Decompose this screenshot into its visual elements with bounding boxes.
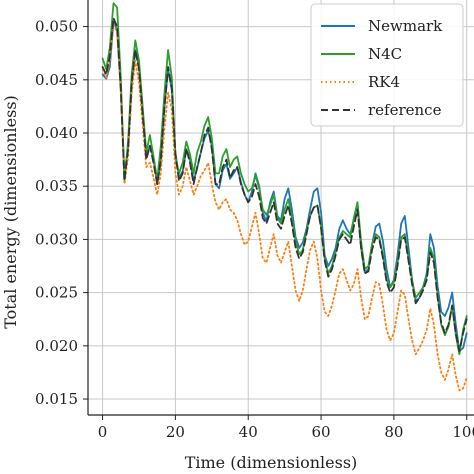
series-line-rk4	[101, 23, 468, 392]
series-lines	[101, 2, 468, 392]
y-tick-label: 0.040	[35, 124, 78, 142]
x-axis-label: Time (dimensionless)	[185, 453, 358, 472]
series-line-reference	[101, 17, 468, 353]
legend-items: Newmark N4C RK4 reference	[321, 17, 443, 119]
grid-lines	[88, 0, 474, 415]
tick-marks-and-labels: 0 20 40 60 80 100 0.015 0.020 0.025 0.030 0.035 0.0…	[35, 18, 474, 441]
y-tick-label: 0.015	[35, 390, 78, 408]
legend-label-reference: reference	[368, 101, 442, 119]
y-tick-label: 0.045	[35, 71, 78, 89]
x-tick-label: 20	[166, 423, 185, 441]
x-tick-label: 60	[312, 423, 331, 441]
x-tick-label: 100	[452, 423, 474, 441]
legend-frame	[310, 3, 464, 127]
x-tick-label: 80	[384, 423, 403, 441]
y-tick-label: 0.025	[35, 284, 78, 302]
y-tick-label: 0.030	[35, 230, 78, 248]
x-tick-label: 0	[98, 423, 108, 441]
legend-label-n4c: N4C	[368, 45, 402, 63]
y-tick-label: 0.050	[35, 18, 78, 36]
y-tick-label: 0.020	[35, 337, 78, 355]
x-tick-label: 40	[239, 423, 258, 441]
legend-label-newmark: Newmark	[368, 17, 443, 35]
legend: Newmark N4C RK4 reference	[310, 3, 464, 127]
legend-label-rk4: RK4	[368, 73, 400, 91]
y-axis-label: Total energy (dimensionless)	[1, 95, 20, 329]
y-tick-label: 0.035	[35, 177, 78, 195]
